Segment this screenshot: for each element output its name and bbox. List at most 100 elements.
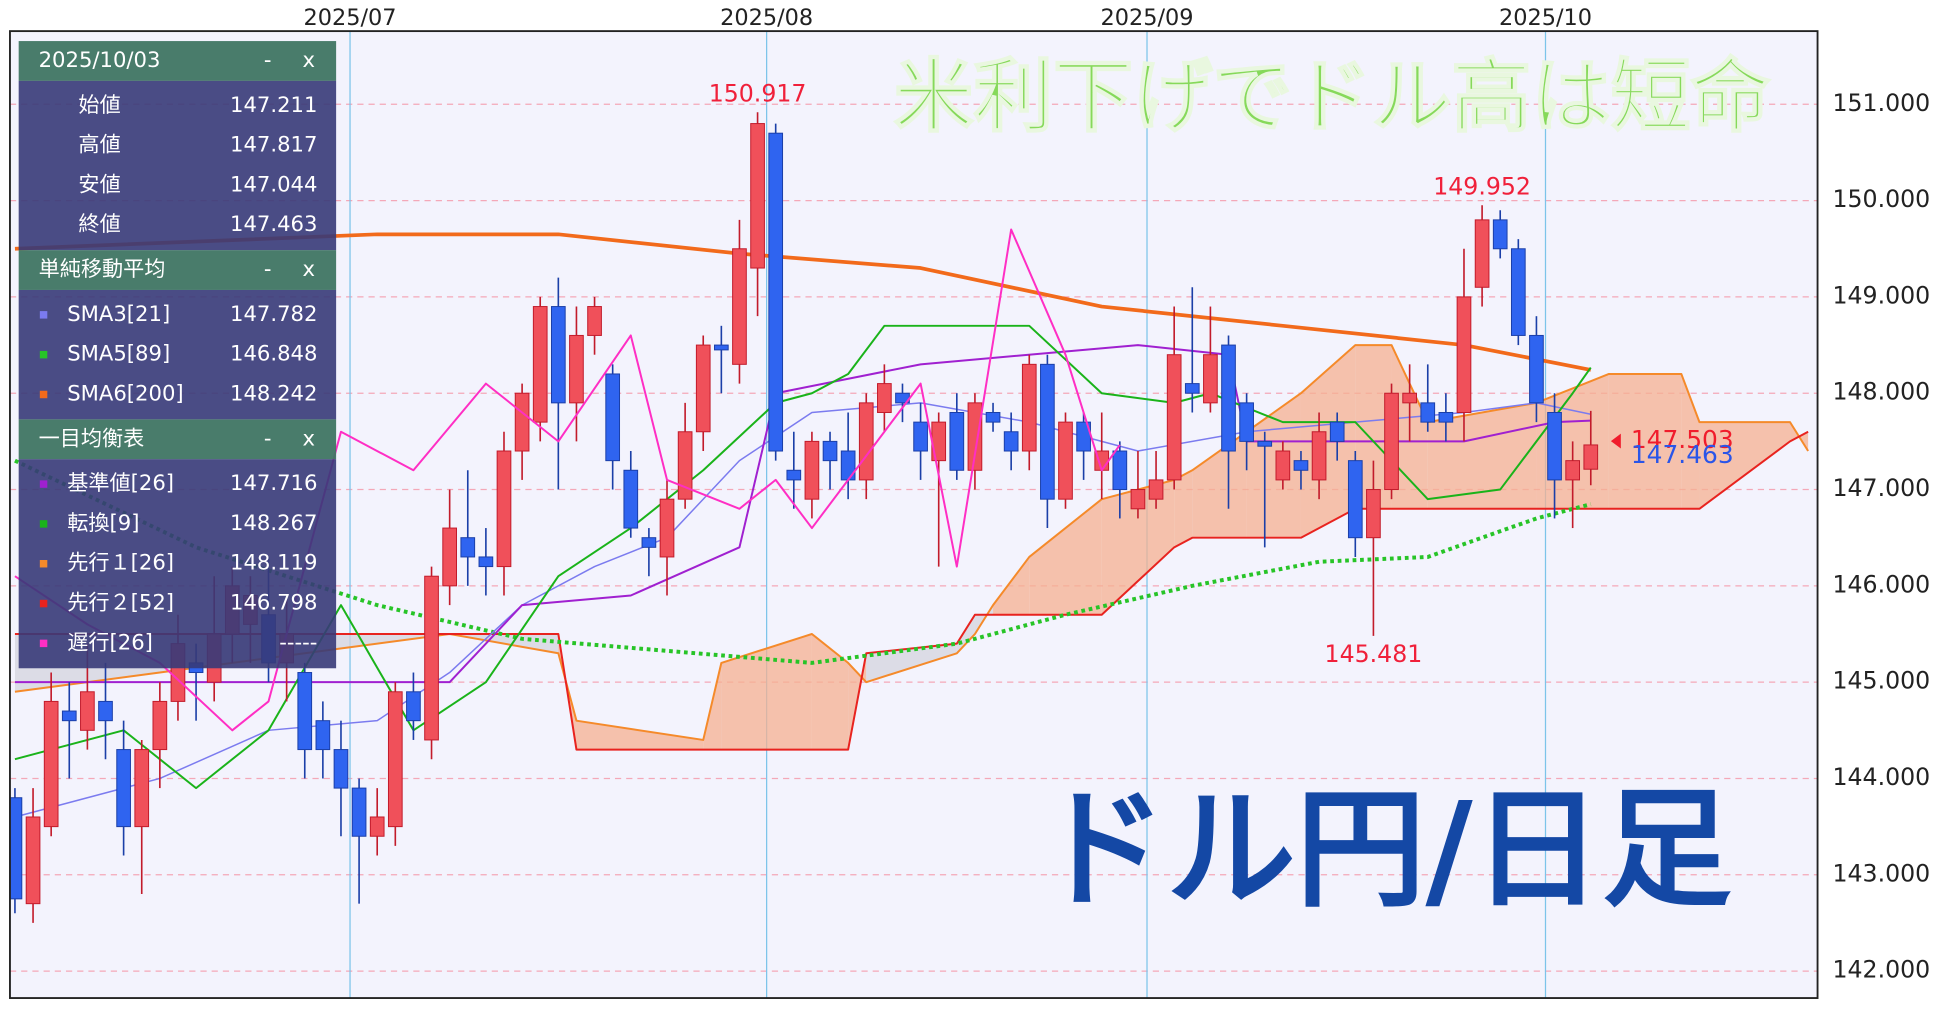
candle-body	[677, 431, 693, 500]
panel-body	[18, 80, 337, 251]
cloud-fill	[993, 556, 1030, 615]
candle-body	[1148, 479, 1164, 500]
candle-body	[406, 691, 421, 722]
candle-body	[43, 700, 59, 828]
candle-body	[1003, 431, 1019, 452]
candle-body	[1547, 411, 1562, 481]
candle-body	[1492, 219, 1508, 250]
candle-body	[1438, 411, 1454, 423]
panel-minimize[interactable]: -	[264, 47, 272, 72]
candle-body	[858, 402, 874, 481]
price-marker-arrow	[1610, 433, 1621, 449]
candle-body	[659, 498, 675, 558]
candle-body	[786, 469, 802, 481]
y-tick-label: 149.000	[1832, 281, 1930, 309]
candle-body	[695, 344, 711, 433]
panel-row-value: 147.211	[230, 92, 317, 117]
line-series	[14, 458, 1592, 665]
cloud-fill	[1608, 373, 1682, 509]
panel-row-value: 147.817	[230, 132, 317, 157]
candle-body	[1565, 460, 1581, 481]
candle-body	[315, 720, 331, 751]
line-series	[14, 344, 1809, 741]
x-tick-label: 2025/09	[1100, 5, 1193, 31]
legend-swatch	[39, 480, 48, 488]
legend-swatch	[39, 311, 48, 319]
candle-body	[1583, 444, 1599, 470]
legend-value: 147.716	[230, 470, 317, 495]
candle-body	[641, 537, 657, 548]
candle-body	[1130, 489, 1146, 510]
candle-body	[985, 411, 1001, 423]
panel-close[interactable]: x	[302, 425, 315, 450]
candle-body	[550, 306, 566, 404]
cloud-fill	[1029, 499, 1102, 615]
line-series	[14, 232, 1592, 372]
candle-body	[1058, 421, 1073, 500]
panel-body	[18, 289, 337, 420]
panel-minimize[interactable]: -	[264, 425, 272, 450]
panel-header	[18, 41, 337, 81]
legend-label: SMA6[200]	[67, 380, 183, 405]
candle-body	[913, 421, 928, 452]
panel-close[interactable]: x	[302, 256, 315, 281]
candle-body	[1021, 363, 1037, 452]
price-marker-label: 147.463	[1631, 440, 1734, 469]
candle-body	[750, 123, 765, 269]
candle-body	[605, 373, 621, 462]
candle-body	[460, 537, 476, 558]
legend-value: 146.848	[230, 341, 317, 366]
info-panel: 2025/10/03 - x 始値 147.211 高値 147.817 安値 147.044 終…	[18, 41, 337, 669]
candle-body	[1456, 296, 1472, 413]
candle-body	[532, 306, 548, 423]
panel-minimize[interactable]: -	[264, 256, 272, 281]
candle-body	[442, 527, 457, 587]
cloud-fill	[1355, 345, 1392, 509]
candle-body	[840, 450, 856, 481]
axes: 142.000 143.000 144.000 145.000 146.000 147.0…	[304, 5, 1931, 983]
plot-border	[9, 30, 1819, 999]
candle-body	[61, 710, 77, 722]
x-tick-label: 2025/08	[720, 5, 813, 31]
candle-body	[1329, 421, 1345, 442]
candle-body	[424, 575, 439, 741]
candle-body	[369, 816, 385, 837]
candle-body	[98, 700, 113, 722]
candle-body	[1384, 392, 1399, 491]
candle-body	[351, 787, 367, 837]
panel-header-title: 一目均衡表	[39, 425, 145, 450]
legend-swatch	[39, 639, 48, 648]
candle-body	[1040, 363, 1055, 500]
y-tick-label: 146.000	[1832, 570, 1930, 598]
y-tick-label: 150.000	[1832, 185, 1930, 213]
legend-label: 先行２[52]	[67, 590, 174, 615]
panel-row-label: 始値	[78, 92, 120, 117]
legend-swatch	[39, 520, 48, 528]
legend-swatch	[39, 599, 48, 608]
legend-value: 147.782	[230, 301, 317, 326]
candle-body	[587, 306, 602, 336]
candle-body	[116, 749, 131, 828]
candle-body	[1510, 248, 1526, 336]
legend-value: 148.119	[230, 550, 317, 575]
extreme-label: 145.481	[1325, 640, 1423, 668]
headline: 米利下げでドル高は短命	[894, 50, 1771, 143]
candle-body	[1257, 440, 1273, 447]
legend-label: SMA3[21]	[67, 301, 170, 326]
candle-body	[1112, 450, 1128, 491]
candle-body	[732, 248, 747, 365]
candle-body	[1366, 489, 1381, 539]
candle-body	[387, 691, 403, 828]
panel-body	[18, 459, 337, 669]
line-series	[14, 430, 1809, 751]
candle-body	[1529, 334, 1544, 404]
extreme-label: 149.952	[1433, 172, 1531, 200]
panel-close[interactable]: x	[302, 47, 315, 72]
cloud-fill	[1192, 431, 1247, 538]
candle-body	[949, 411, 965, 471]
candle-body	[1275, 450, 1291, 481]
candle-body	[1420, 402, 1436, 423]
legend-value: -----	[279, 629, 317, 654]
candle-body	[804, 440, 820, 500]
